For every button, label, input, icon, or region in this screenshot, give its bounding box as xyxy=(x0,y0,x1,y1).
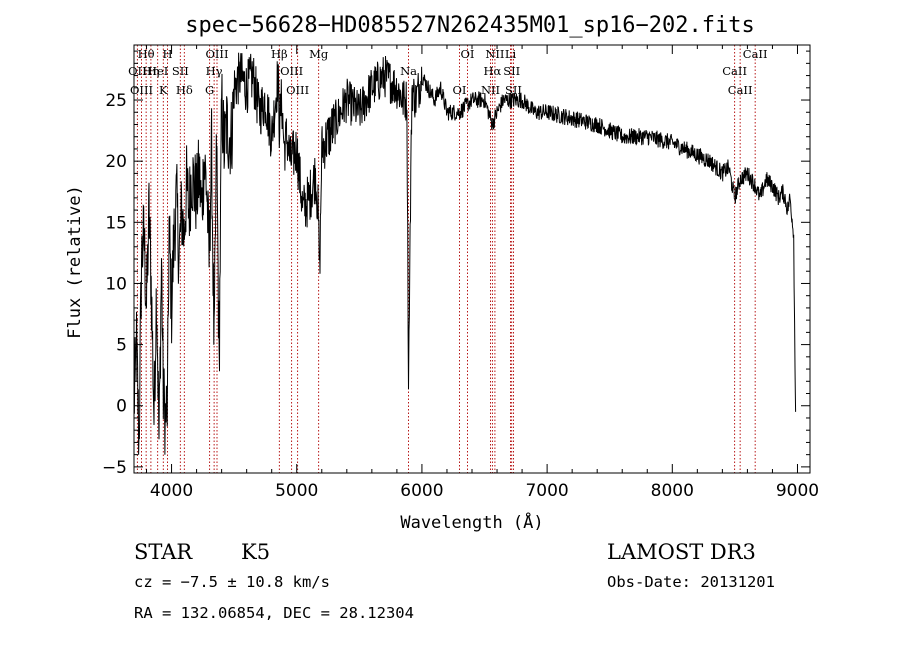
marker-label: SII xyxy=(503,64,520,78)
marker-label: Hη xyxy=(142,64,159,78)
marker-label: NII xyxy=(485,47,504,61)
y-tick-label: 10 xyxy=(105,274,127,294)
marker-label: H xyxy=(163,47,173,61)
marker-label: HeI xyxy=(147,64,168,78)
marker-label: Hβ xyxy=(271,47,288,61)
marker-label: Hδ xyxy=(176,83,193,97)
y-tick-label: 20 xyxy=(105,152,127,172)
marker-label: OII xyxy=(128,64,147,78)
x-tick-label: 8000 xyxy=(651,481,694,501)
marker-label: OIII xyxy=(205,47,228,61)
ra-dec: RA = 132.06854, DEC = 28.12304 xyxy=(134,604,414,622)
spectrum-line xyxy=(133,52,797,455)
x-tick-label: 7000 xyxy=(525,481,568,501)
marker-label: CaII xyxy=(722,64,747,78)
x-tick-label: 9000 xyxy=(776,481,819,501)
marker-label: OIII xyxy=(286,83,309,97)
redshift-cz: cz = −7.5 ± 10.8 km/s xyxy=(134,573,330,591)
marker-label: Hθ xyxy=(138,47,155,61)
object-subclass: K5 xyxy=(241,540,271,564)
marker-label: Li xyxy=(505,47,517,61)
x-axis: 4000 5000 6000 7000 8000 9000 xyxy=(146,45,819,501)
chart-title: spec−56628−HD085527N262435M01_sp16−202.f… xyxy=(185,13,755,38)
plot-frame xyxy=(133,44,811,474)
y-tick-label: 25 xyxy=(105,91,127,111)
y-tick-label: 0 xyxy=(116,397,127,417)
x-tick-label: 6000 xyxy=(400,481,443,501)
survey-name: LAMOST DR3 xyxy=(607,540,756,564)
object-class: STAR xyxy=(134,540,193,564)
marker-label: Mg xyxy=(309,47,329,61)
marker-label: OIII xyxy=(280,64,303,78)
y-axis-label: Flux (relative) xyxy=(65,185,85,339)
marker-label: Hα xyxy=(484,64,502,78)
marker-label: NII xyxy=(481,83,500,97)
y-axis: −5 0 5 10 15 20 25 xyxy=(102,50,810,478)
marker-label: OIII xyxy=(130,83,153,97)
y-tick-label: −5 xyxy=(102,458,127,478)
marker-label: CaII xyxy=(743,47,768,61)
marker-label: SII xyxy=(172,64,189,78)
x-tick-label: 4000 xyxy=(150,481,193,501)
y-tick-label: 15 xyxy=(105,213,127,233)
x-tick-label: 5000 xyxy=(275,481,318,501)
marker-label: Hγ xyxy=(206,64,223,78)
marker-label: OI xyxy=(452,83,466,97)
x-axis-label: Wavelength (Å) xyxy=(400,511,543,533)
marker-label: G xyxy=(205,83,214,97)
y-tick-label: 5 xyxy=(116,336,127,356)
obs-date: Obs-Date: 20131201 xyxy=(607,573,775,591)
marker-label: K xyxy=(159,83,168,97)
marker-label: CaII xyxy=(728,83,753,97)
marker-label: OI xyxy=(461,47,475,61)
marker-label: Na xyxy=(400,64,417,78)
